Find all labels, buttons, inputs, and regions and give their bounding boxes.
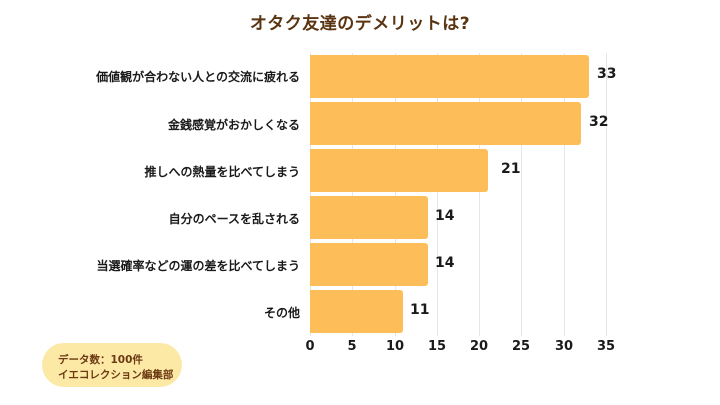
category-label: 推しへの熱量を比べてしまう: [144, 165, 300, 179]
bar: [310, 290, 403, 333]
category-label: 自分のペースを乱される: [168, 212, 300, 226]
x-tick: 10: [385, 339, 405, 354]
gridline: [352, 53, 353, 336]
x-tick: 30: [554, 339, 574, 354]
x-tick: 35: [596, 339, 616, 354]
data-label: 14: [435, 255, 455, 271]
x-tick: 20: [469, 339, 489, 354]
x-tick: 25: [511, 339, 531, 354]
chart-title: オタク友達のデメリットは?: [249, 14, 471, 34]
bar: [310, 55, 589, 98]
data-label: 33: [597, 66, 617, 82]
bar: [310, 196, 428, 239]
gridline: [479, 53, 480, 336]
data-label: 21: [501, 161, 521, 177]
source-note: データ数：100件 イエコレクション編集部: [42, 343, 182, 387]
data-label: 32: [589, 114, 609, 130]
x-tick: 15: [427, 339, 447, 354]
bar: [310, 102, 581, 145]
gridline: [606, 53, 607, 336]
bar: [310, 149, 488, 192]
x-tick: 5: [347, 339, 357, 354]
source-credit: イエコレクション編集部: [58, 369, 174, 381]
gridline: [521, 53, 522, 336]
data-label: 14: [435, 208, 455, 224]
bar: [310, 243, 428, 286]
gridline: [437, 53, 438, 336]
data-label: 11: [410, 302, 430, 318]
gridline: [310, 53, 311, 336]
category-label: 金銭感覚がおかしくなる: [167, 118, 300, 132]
category-label: 当選確率などの運の差を比べてしまう: [96, 259, 300, 273]
gridline: [395, 53, 396, 336]
category-label: その他: [263, 306, 300, 320]
data-count: データ数：100件: [58, 354, 143, 366]
x-tick: 0: [305, 339, 315, 354]
gridline: [564, 53, 565, 336]
category-label: 価値観が合わない人との交流に疲れる: [96, 70, 300, 84]
plot-area: 33 32 21 14 14 11: [310, 53, 616, 336]
